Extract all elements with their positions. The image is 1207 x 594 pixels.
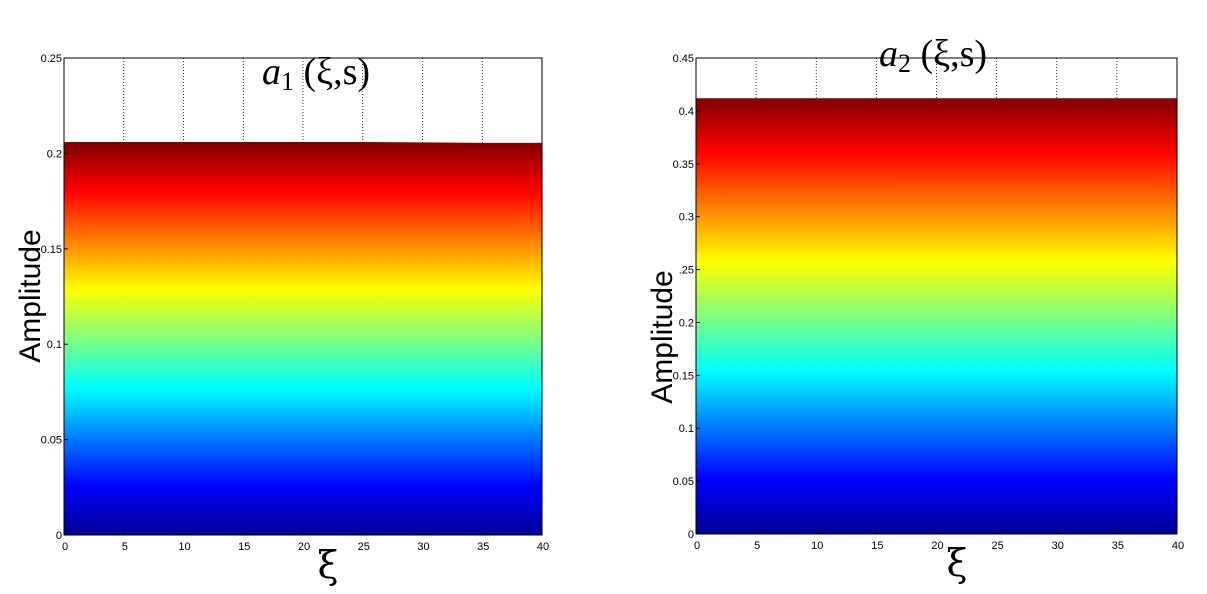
x-tick-label: 30 [1052, 540, 1064, 552]
x-tick-label: 25 [992, 540, 1004, 552]
title-arguments: (ξ,s) [911, 33, 987, 75]
title-subscript: 2 [898, 49, 911, 78]
y-tick-label: 0.15 [41, 244, 62, 256]
x-tick-label: 35 [477, 541, 489, 553]
y-tick-label: 0.05 [673, 476, 694, 488]
y-tick-label: 0 [56, 530, 62, 542]
tick-marks [695, 57, 1178, 535]
x-tick-label: 10 [178, 541, 190, 553]
y-axis-label: Amplitude [14, 229, 47, 362]
chart-title: a2 (ξ,s) [879, 33, 987, 78]
y-tick-label: 0.45 [673, 53, 694, 65]
x-tick-label: 35 [1112, 540, 1124, 552]
y-tick-label: 0.3 [679, 212, 694, 224]
chart-title: a1 (ξ,s) [262, 51, 370, 96]
y-tick-label: .25 [679, 265, 694, 277]
chart-panel-2: 0 0.05 0.1 0.15 0.2 .25 0.3 0.35 0.4 0.45 0 5 10 15 2… [646, 33, 1184, 585]
amplitude-area [696, 98, 1177, 534]
x-tick-label: 20 [931, 540, 943, 552]
x-tick-label: 40 [1172, 540, 1184, 552]
title-variable: a [879, 33, 898, 75]
tick-marks [63, 57, 543, 536]
x-tick-label: 5 [754, 540, 760, 552]
y-tick-label: 0.1 [47, 339, 62, 351]
x-tick-label: 25 [358, 541, 370, 553]
y-tick-label: 0.05 [41, 435, 62, 447]
x-tick-label: 5 [122, 541, 128, 553]
x-tick-label: 15 [871, 540, 883, 552]
title-variable: a [262, 51, 281, 93]
x-tick-labels: 0 5 10 15 20 25 30 35 40 [62, 541, 549, 553]
y-tick-label: 0.35 [673, 159, 694, 171]
x-axis-label: ξ [947, 541, 968, 585]
y-tick-labels: 0 0.05 0.1 0.15 0.2 .25 0.3 0.35 0.4 0.45 [673, 53, 694, 541]
amplitude-area [64, 141, 542, 535]
x-tick-label: 15 [238, 541, 250, 553]
y-axis-label: Amplitude [646, 270, 679, 403]
x-tick-label: 0 [62, 541, 68, 553]
y-tick-label: 0.1 [679, 423, 694, 435]
x-tick-label: 30 [417, 541, 429, 553]
title-subscript: 1 [281, 67, 294, 96]
x-tick-label: 10 [811, 540, 823, 552]
y-tick-label: 0.2 [47, 148, 62, 160]
x-axis-label: ξ [318, 543, 339, 587]
x-tick-label: 40 [537, 541, 549, 553]
chart-panel-1: 0 0.05 0.1 0.15 0.2 0.25 0 5 10 15 20 25 30 35 40 Amp… [14, 51, 549, 587]
y-tick-label: 0 [688, 529, 694, 541]
y-tick-label: 0.25 [41, 53, 62, 65]
title-arguments: (ξ,s) [294, 51, 370, 93]
x-tick-label: 0 [694, 540, 700, 552]
y-tick-labels: 0 0.05 0.1 0.15 0.2 0.25 [41, 53, 62, 542]
x-tick-labels: 0 5 10 15 20 25 30 35 40 [694, 540, 1184, 552]
x-tick-label: 20 [298, 541, 310, 553]
y-tick-label: 0.2 [679, 317, 694, 329]
y-tick-label: 0.15 [673, 370, 694, 382]
y-tick-label: 0.4 [679, 106, 694, 118]
